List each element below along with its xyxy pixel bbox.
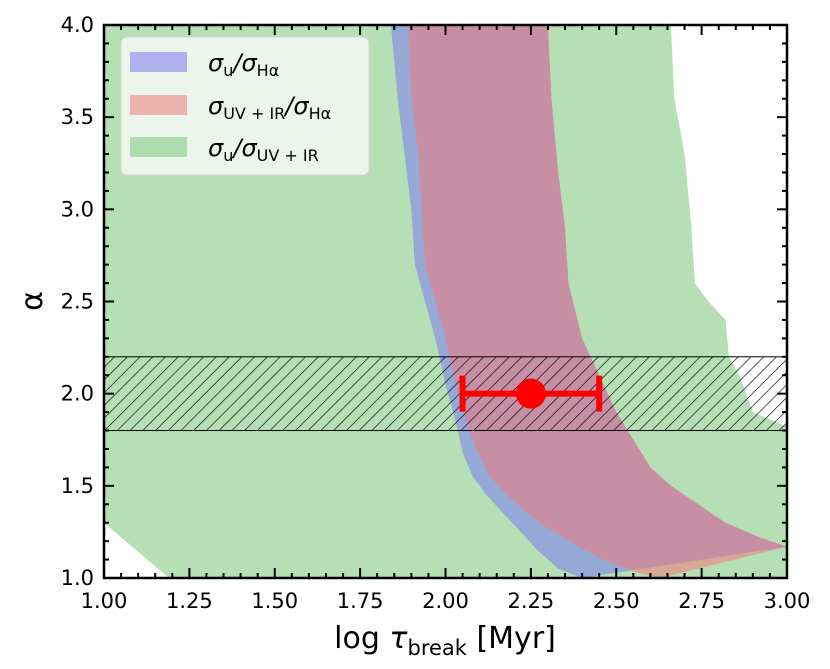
legend-swatch-green xyxy=(130,137,187,157)
y-tick-label: 4.0 xyxy=(61,13,94,37)
legend: σu/σHα σUV + IR/σHα σu/σUV + IR xyxy=(120,36,370,176)
x-tick-label: 1.00 xyxy=(81,589,128,613)
x-tick-label: 3.00 xyxy=(764,589,811,613)
x-tick-label: 2.25 xyxy=(507,589,554,613)
x-tick-label: 1.75 xyxy=(337,589,384,613)
tick-layer: 1.00 1.25 1.50 1.75 2.00 2.25 2.50 2.75 3.00 1.0 1… xyxy=(61,13,811,613)
y-tick-label: 2.5 xyxy=(61,290,94,314)
y-axis-label: α xyxy=(15,291,50,311)
x-tick-label: 2.75 xyxy=(678,589,725,613)
x-tick-label: 2.00 xyxy=(422,589,469,613)
y-tick-label: 1.0 xyxy=(61,566,94,590)
point-layer xyxy=(459,375,603,412)
data-point xyxy=(515,378,546,409)
legend-swatch-blue xyxy=(130,52,187,72)
x-axis-label: log τbreak [Myr] xyxy=(334,621,556,660)
hatched-band xyxy=(104,356,787,432)
y-tick-label: 2.0 xyxy=(61,382,94,406)
hatch-layer xyxy=(104,356,787,432)
legend-label-red: σUV + IR/σHα xyxy=(208,92,331,123)
x-tick-label: 2.50 xyxy=(593,589,640,613)
x-tick-label: 1.50 xyxy=(251,589,298,613)
legend-label-green: σu/σUV + IR xyxy=(208,134,319,165)
plot-frame xyxy=(102,23,789,580)
y-tick-label: 3.5 xyxy=(61,105,94,129)
x-tick-label: 1.25 xyxy=(166,589,213,613)
y-tick-label: 3.0 xyxy=(61,197,94,221)
y-tick-label: 1.5 xyxy=(61,474,94,498)
legend-label-blue: σu/σHα xyxy=(208,49,279,80)
region-red xyxy=(407,25,787,578)
legend-swatch-red xyxy=(130,95,187,115)
